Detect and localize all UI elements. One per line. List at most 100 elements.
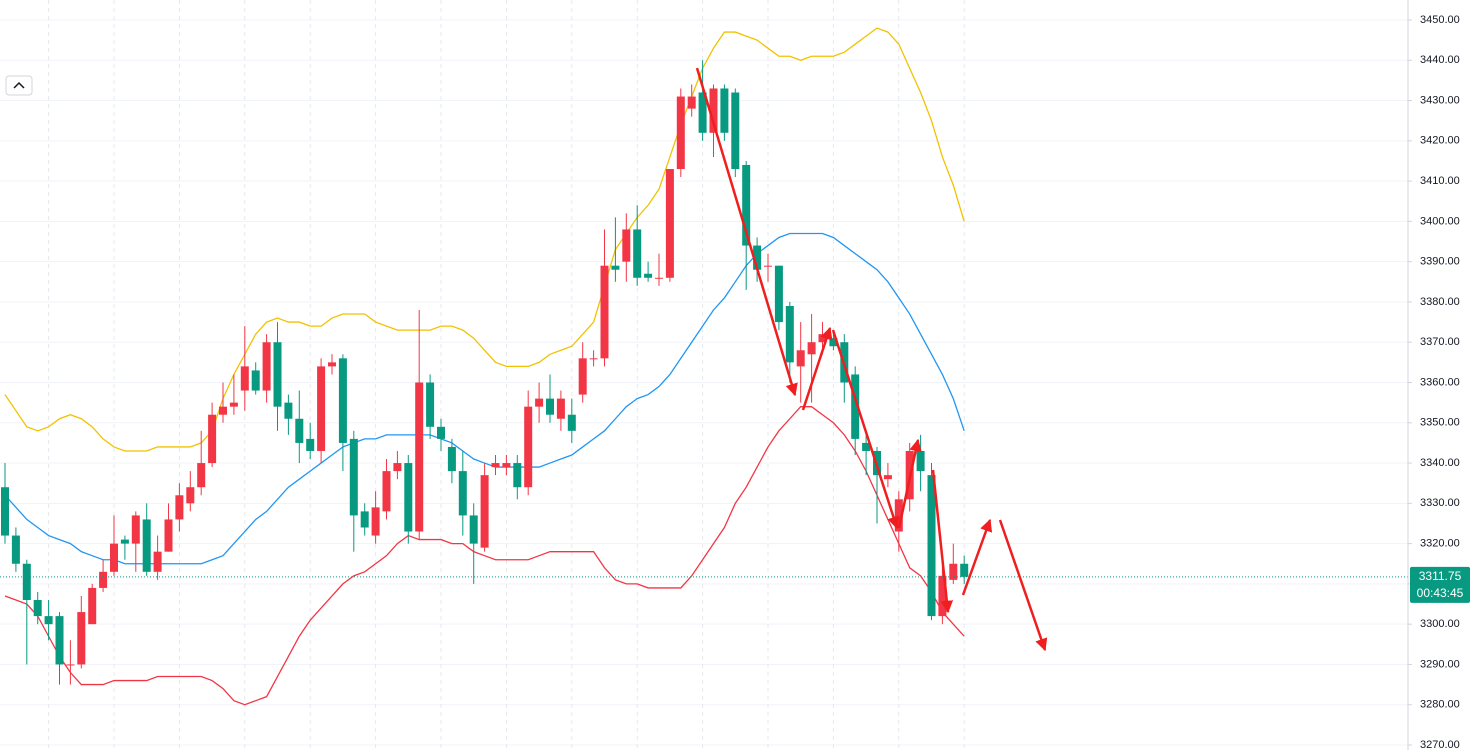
candle-body xyxy=(88,587,97,625)
candle-body xyxy=(687,96,696,109)
candle-body xyxy=(295,418,304,443)
arrow xyxy=(897,438,922,529)
candle-body xyxy=(535,398,544,407)
candle-body xyxy=(153,551,162,572)
last-price-box xyxy=(1410,566,1470,603)
candle-body xyxy=(655,277,663,279)
candle-body xyxy=(219,406,227,415)
candle-body xyxy=(927,475,936,617)
arrow xyxy=(998,519,1048,652)
candle-body xyxy=(764,265,772,267)
candle-body xyxy=(131,515,140,544)
candle-body xyxy=(11,535,20,564)
y-tick-label: 3280.00 xyxy=(1420,699,1460,711)
candle-body xyxy=(382,471,391,512)
candle-body xyxy=(208,414,217,464)
candle-body xyxy=(665,169,674,278)
candle-body xyxy=(251,370,260,391)
candle-body xyxy=(774,265,783,323)
candle-body xyxy=(317,366,326,451)
y-tick-label: 3330.00 xyxy=(1420,497,1460,509)
candle-body xyxy=(916,450,925,472)
candle-body xyxy=(393,463,402,472)
candle-body xyxy=(458,471,467,516)
candle-body xyxy=(186,487,195,504)
candle-body xyxy=(480,475,489,548)
plot-area xyxy=(0,27,1408,706)
candle-body xyxy=(546,398,554,415)
candle-body xyxy=(33,600,42,617)
candle-body xyxy=(883,475,892,480)
candle-body xyxy=(742,165,751,246)
candle-body xyxy=(426,382,435,427)
candle-body xyxy=(611,265,620,270)
candle-body xyxy=(578,358,587,395)
y-tick-label: 3370.00 xyxy=(1420,336,1460,348)
y-tick-label: 3420.00 xyxy=(1420,135,1460,147)
candle-body xyxy=(44,616,53,625)
candle-body xyxy=(709,88,718,133)
candle-body xyxy=(938,575,947,617)
candle-body xyxy=(77,612,86,665)
candle-body xyxy=(338,358,347,443)
candle-body xyxy=(99,571,108,588)
candle-body xyxy=(197,463,206,488)
candle-body xyxy=(371,507,380,536)
arrow xyxy=(931,469,954,614)
candle-body xyxy=(447,446,456,472)
candle-body xyxy=(698,92,707,133)
candle-body xyxy=(600,265,609,359)
band-line xyxy=(4,27,965,452)
candle-body xyxy=(229,402,238,407)
candle-body xyxy=(644,273,653,278)
candle-body xyxy=(960,563,969,577)
candle-body xyxy=(240,366,249,391)
candle-body xyxy=(175,495,184,520)
y-tick-label: 3300.00 xyxy=(1420,618,1460,630)
arrow xyxy=(695,67,798,397)
candle-body xyxy=(524,406,533,488)
button-icon xyxy=(13,81,25,89)
y-tick-label: 3430.00 xyxy=(1420,94,1460,106)
candle-body xyxy=(404,463,413,532)
candle-body xyxy=(851,374,860,439)
candle-body xyxy=(164,519,173,552)
y-tick-label: 3380.00 xyxy=(1420,296,1460,308)
y-tick-label: 3360.00 xyxy=(1420,376,1460,388)
candle-body xyxy=(513,463,522,488)
arrow xyxy=(831,329,900,530)
y-tick-label: 3290.00 xyxy=(1420,658,1460,670)
candle-body xyxy=(676,96,685,170)
candle-body xyxy=(55,616,64,665)
button-frame[interactable] xyxy=(5,75,33,96)
candle-body xyxy=(110,543,118,572)
y-tick-label: 3390.00 xyxy=(1420,256,1460,268)
candle-body xyxy=(437,426,445,439)
price-axis: 3270.003280.003290.003300.003310.003320.… xyxy=(1408,14,1470,750)
candle-body xyxy=(633,229,642,278)
candle-body xyxy=(829,338,838,347)
candle-body xyxy=(753,245,762,270)
collapse-button[interactable] xyxy=(5,75,33,96)
countdown-label: 00:43:45 xyxy=(1417,586,1464,600)
candle-body xyxy=(469,515,478,544)
candle-body xyxy=(328,362,336,367)
candle-body xyxy=(360,511,369,528)
candle-body xyxy=(306,438,315,451)
candle-body xyxy=(262,342,271,391)
candle-body xyxy=(66,664,75,666)
candle-body xyxy=(785,305,794,363)
candle-body xyxy=(349,438,358,516)
candle-body xyxy=(502,463,511,468)
candle-body xyxy=(862,442,871,451)
y-tick-label: 3350.00 xyxy=(1420,417,1460,429)
candle-body xyxy=(142,519,151,572)
candle-body xyxy=(284,402,293,419)
candle-body xyxy=(120,539,129,544)
candle-body xyxy=(720,88,729,133)
y-tick-label: 3340.00 xyxy=(1420,457,1460,469)
candle-body xyxy=(556,398,565,419)
candle-body xyxy=(807,342,816,355)
annotation-arrows xyxy=(695,67,1048,652)
